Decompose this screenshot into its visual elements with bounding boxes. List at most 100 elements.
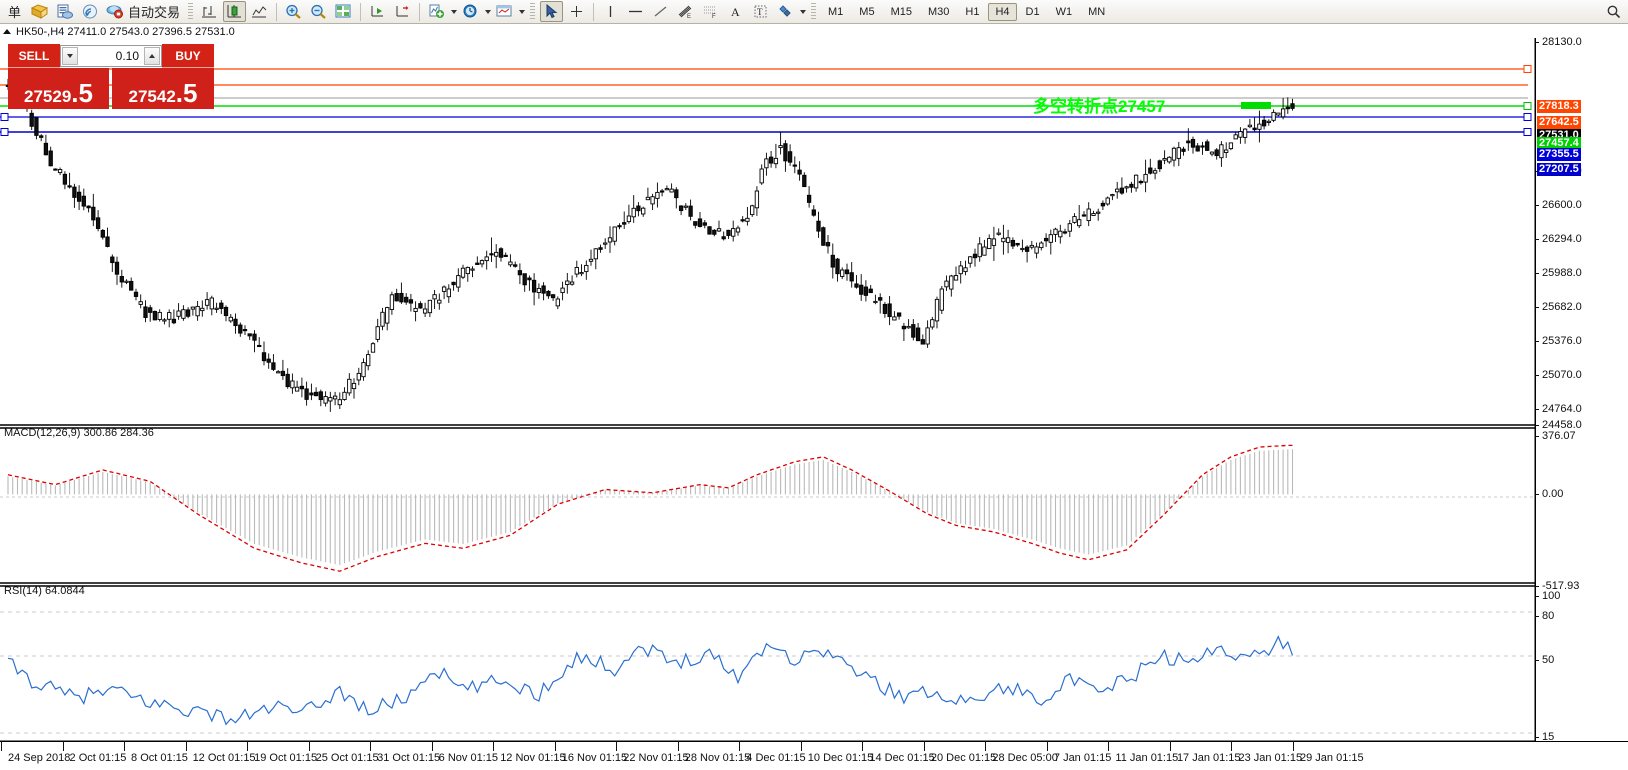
macd-indicator-label[interactable]: MACD(12,26,9) 300.86 284.36 — [4, 427, 154, 439]
price-label-27457[interactable]: 27457.4 — [1537, 137, 1581, 150]
collapse-arrow-icon[interactable] — [3, 29, 11, 34]
buy-price-integer: 27542 — [128, 87, 176, 106]
timeframe-m5[interactable]: M5 — [859, 5, 875, 18]
toolbar-separator — [276, 2, 278, 21]
trade-panel-top-row: SELL 0.10 BUY — [8, 44, 214, 68]
templates-icon[interactable] — [493, 1, 516, 22]
time-axis[interactable]: 24 Sep 2018 2 Oct 01:15 8 Oct 01:15 12 Oct … — [0, 741, 1628, 770]
auto-scroll-icon[interactable] — [366, 1, 389, 22]
vertical-line-icon[interactable] — [599, 1, 622, 22]
sell-button[interactable]: SELL — [8, 44, 60, 68]
periods-dropdown-icon[interactable] — [483, 1, 492, 22]
toolbar-grip[interactable] — [188, 2, 194, 21]
macd-signal-line — [7, 444, 1293, 572]
volume-value[interactable]: 0.10 — [115, 49, 139, 63]
sell-price-button[interactable]: 27529 .5 — [8, 68, 109, 109]
candlestick-chart-icon[interactable] — [223, 1, 247, 22]
level-marker — [1241, 102, 1271, 109]
time-tick: 29 Jan 01:15 — [1293, 741, 1364, 764]
timeframe-m30[interactable]: M30 — [927, 5, 950, 18]
macd-tick: 376.07 — [1542, 430, 1576, 442]
chart-canvas[interactable] — [0, 29, 1628, 770]
fibonacci-icon[interactable]: F — [699, 1, 722, 22]
rsi-line — [7, 635, 1294, 726]
volume-decrease-icon[interactable] — [62, 47, 78, 65]
chart-annotation-text[interactable]: 多空转折点27457 — [1033, 97, 1166, 116]
auto-trading-label[interactable]: 自动交易 — [128, 5, 181, 20]
buy-price-button[interactable]: 27542 .5 — [112, 68, 214, 109]
symbol-info-bar: HK50-,H4 27411.0 27543.0 27396.5 27531.0 — [0, 25, 235, 38]
symbol-ohlc-text: HK50-,H4 27411.0 27543.0 27396.5 27531.0 — [16, 25, 235, 38]
price-axis[interactable]: 28130.0 26906.0 26600.0 26294.0 25988.0 … — [1534, 36, 1628, 743]
time-tick: 31 Oct 01:15 — [370, 741, 441, 764]
volume-stepper[interactable]: 0.10 — [60, 45, 162, 67]
price-tick: 25988.0 — [1542, 267, 1582, 279]
buy-button[interactable]: BUY — [162, 44, 214, 68]
indicators-icon[interactable] — [425, 1, 448, 22]
zoom-in-icon[interactable] — [282, 1, 305, 22]
data-folder-icon[interactable] — [28, 1, 51, 22]
text-label-icon[interactable]: T — [749, 1, 772, 22]
time-tick: 20 Dec 01:15 — [923, 741, 997, 764]
sell-price-integer: 27529 — [24, 87, 72, 106]
time-tick: 12 Oct 01:15 — [185, 741, 256, 764]
price-label-27207[interactable]: 27207.5 — [1537, 163, 1581, 176]
time-tick: 17 Jan 01:15 — [1169, 741, 1241, 764]
price-tick: 25376.0 — [1542, 335, 1582, 347]
time-tick: 12 Nov 01:15 — [493, 741, 566, 764]
price-tick: 25682.0 — [1542, 301, 1582, 313]
timeframe-w1[interactable]: W1 — [1055, 5, 1073, 18]
price-label-27818[interactable]: 27818.3 — [1537, 100, 1581, 113]
time-tick: 28 Dec 05:00 — [985, 741, 1058, 764]
shapes-icon[interactable] — [774, 1, 797, 22]
macd-tick: -517.93 — [1542, 580, 1580, 592]
svg-text:E: E — [687, 14, 691, 19]
chart-shift-icon[interactable] — [391, 1, 414, 22]
open-data-icon[interactable] — [53, 1, 76, 22]
time-tick: 14 Dec 01:15 — [862, 741, 935, 764]
timeframe-h1[interactable]: H1 — [965, 5, 980, 18]
one-click-trading-panel[interactable]: SELL 0.10 BUY 27529 .5 27542 .5 — [8, 44, 214, 109]
toolbar-separator-3 — [419, 2, 421, 21]
timeframe-h4[interactable]: H4 — [988, 2, 1017, 21]
periods-clock-icon[interactable] — [459, 1, 482, 22]
zoom-out-icon[interactable] — [307, 1, 330, 22]
svg-text:F: F — [712, 14, 716, 19]
toolbar-separator-4 — [593, 2, 595, 21]
algo-trading-icon[interactable] — [103, 1, 126, 22]
grid-icon[interactable] — [332, 1, 355, 22]
price-label-27642[interactable]: 27642.5 — [1537, 116, 1581, 129]
price-label-27355[interactable]: 27355.5 — [1537, 148, 1581, 161]
indicators-dropdown-icon[interactable] — [449, 1, 458, 22]
time-tick: 25 Oct 01:15 — [308, 741, 379, 764]
timeframe-d1[interactable]: D1 — [1025, 5, 1040, 18]
time-tick: 6 Nov 01:15 — [431, 741, 498, 764]
new-order-icon[interactable]: 单 — [7, 5, 21, 20]
horizontal-line-icon[interactable] — [624, 1, 647, 22]
svg-text:T: T — [757, 7, 763, 17]
timeframe-mn[interactable]: MN — [1088, 5, 1106, 18]
rsi-tick: 80 — [1542, 610, 1555, 622]
text-icon[interactable]: A — [724, 1, 747, 22]
time-tick: 19 Oct 01:15 — [247, 741, 318, 764]
line-chart-icon[interactable] — [248, 1, 271, 22]
time-tick: 10 Dec 01:15 — [800, 741, 874, 764]
search-icon[interactable] — [1602, 1, 1625, 22]
trendline-icon[interactable] — [649, 1, 672, 22]
crosshair-icon[interactable] — [565, 1, 588, 22]
equidistant-channel-icon[interactable]: E — [674, 1, 697, 22]
rsi-indicator-label[interactable]: RSI(14) 64.0844 — [4, 585, 85, 597]
toolbar-grip-2[interactable] — [530, 2, 536, 21]
cursor-icon[interactable] — [540, 1, 564, 22]
volume-increase-icon[interactable] — [144, 47, 160, 65]
shapes-dropdown-icon[interactable] — [798, 1, 807, 22]
time-tick: 22 Nov 01:15 — [616, 741, 689, 764]
timeframe-m1[interactable]: M1 — [828, 5, 844, 18]
bar-chart-icon[interactable] — [198, 1, 221, 22]
rsi-tick: 50 — [1542, 654, 1555, 666]
templates-dropdown-icon[interactable] — [517, 1, 526, 22]
timeframe-m15[interactable]: M15 — [890, 5, 912, 18]
signals-icon[interactable] — [78, 1, 101, 22]
toolbar-grip-3[interactable] — [811, 2, 817, 21]
